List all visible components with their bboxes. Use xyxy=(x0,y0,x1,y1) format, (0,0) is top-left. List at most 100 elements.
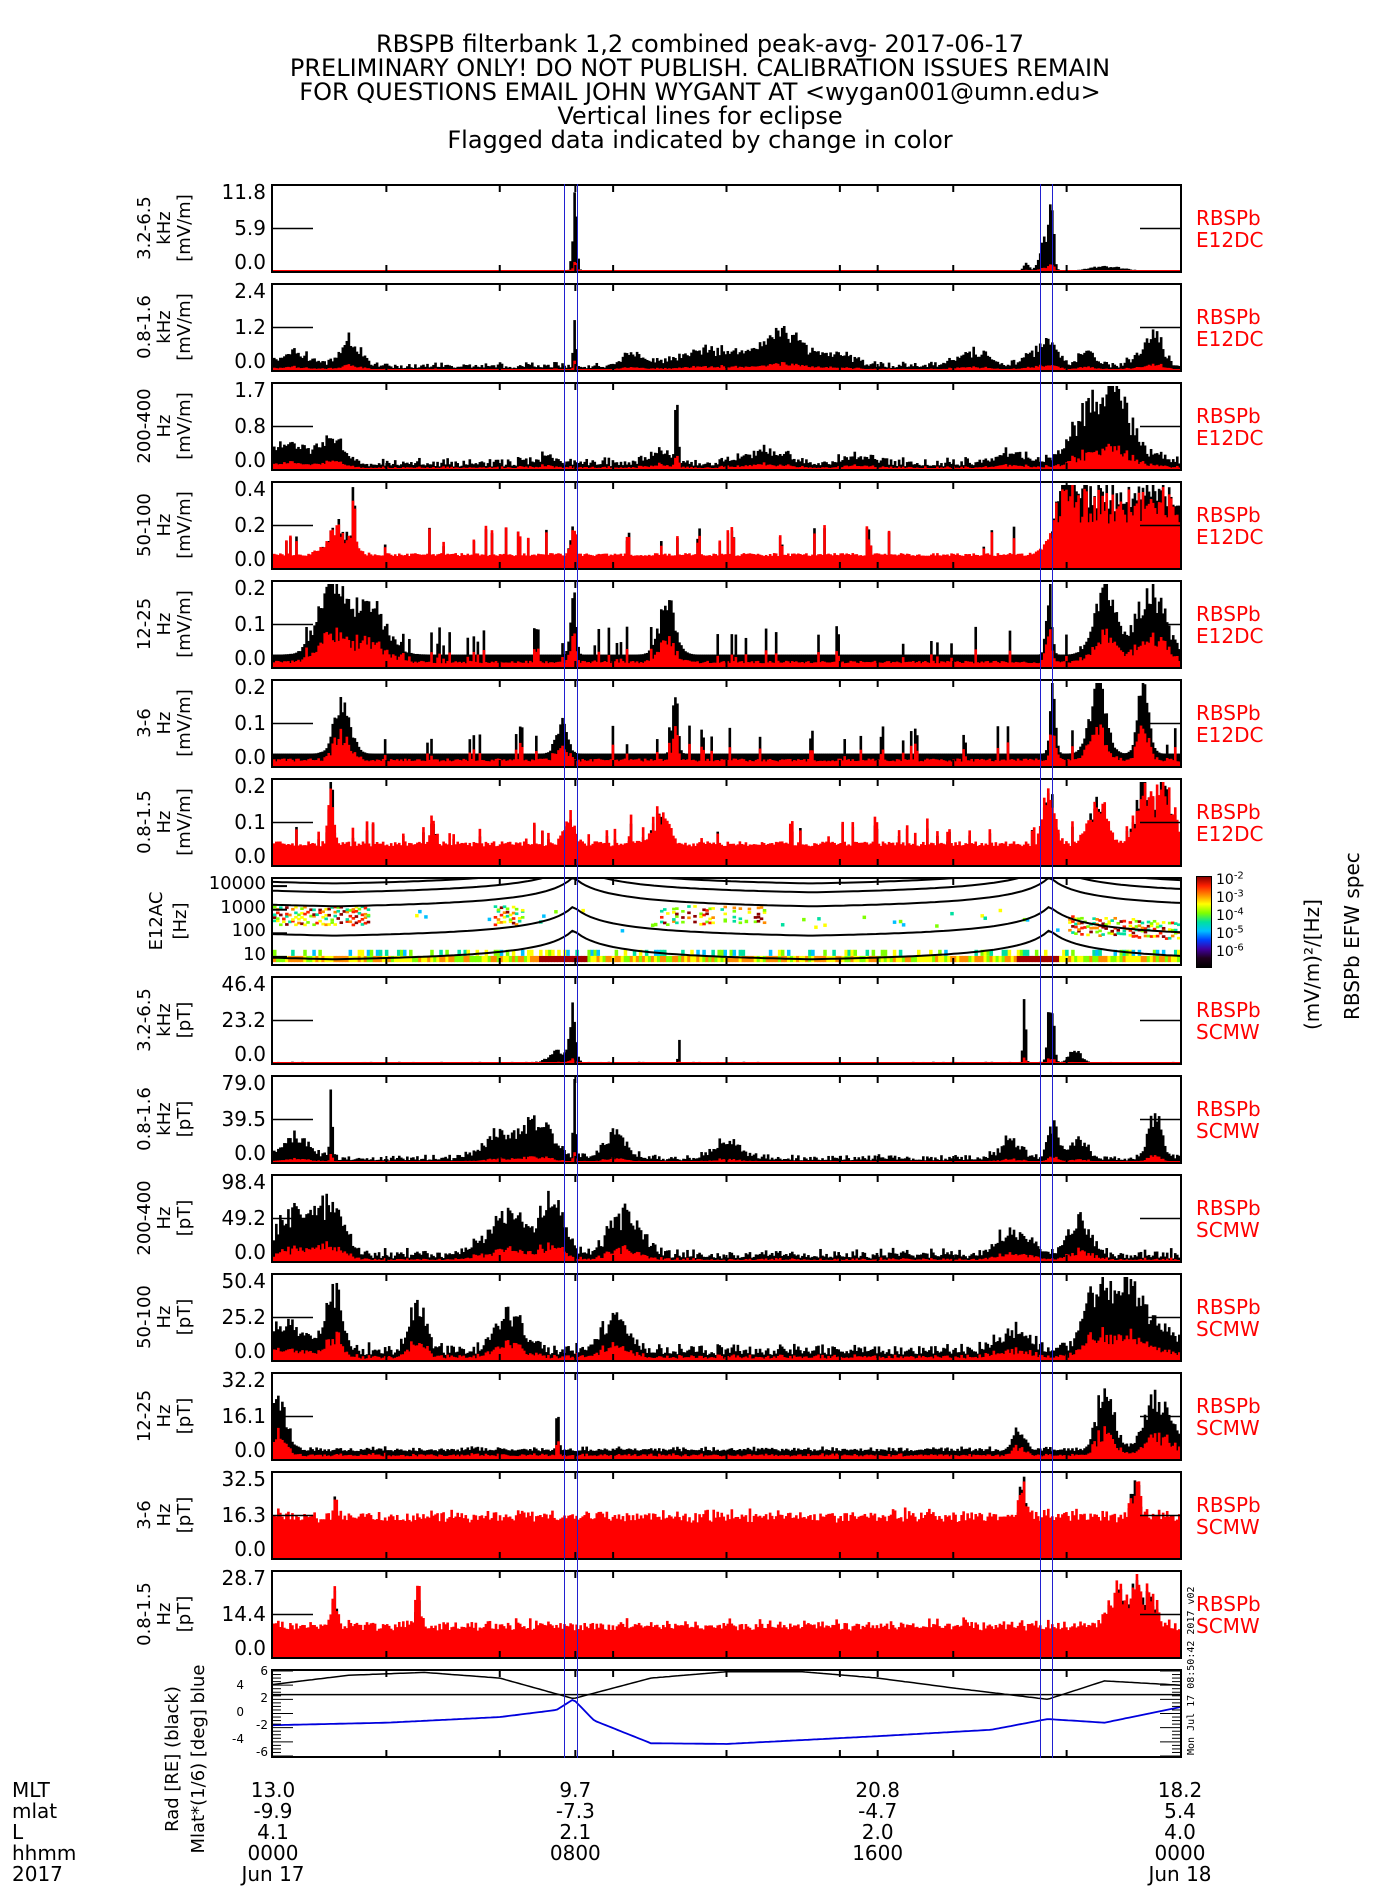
avg-series-bar xyxy=(1079,657,1082,667)
avg-series-bar xyxy=(1137,733,1141,766)
peak-series-bar xyxy=(603,753,607,766)
peak-series-bar xyxy=(325,364,329,370)
peak-series-bar xyxy=(867,458,871,469)
avg-series-bar xyxy=(520,466,524,469)
peak-series-bar xyxy=(956,654,959,667)
peak-series-bar xyxy=(412,464,415,469)
avg-series-bar xyxy=(1024,662,1028,667)
avg-series-bar xyxy=(454,661,458,667)
avg-series-bar xyxy=(784,465,788,469)
avg-series-bar xyxy=(464,759,468,766)
avg-series-bar xyxy=(347,364,351,370)
peak-series-bar xyxy=(627,654,631,667)
peak-series-bar xyxy=(1018,451,1022,469)
peak-series-bar xyxy=(1008,453,1012,469)
peak-series-bar xyxy=(1079,646,1082,667)
avg-series-bar xyxy=(1026,554,1030,568)
peak-series-bar xyxy=(472,464,476,469)
peak-series-bar xyxy=(861,359,865,370)
peak-series-bar xyxy=(793,334,796,370)
peak-series-bar xyxy=(770,654,774,667)
peak-series-bar xyxy=(277,360,280,370)
avg-series-bar xyxy=(408,555,411,568)
avg-series-bar xyxy=(823,760,826,766)
peak-series-bar xyxy=(355,459,359,469)
avg-series-bar xyxy=(686,660,689,667)
avg-series-bar xyxy=(998,465,1002,469)
avg-series-bar xyxy=(893,761,897,766)
avg-series-bar xyxy=(942,554,945,568)
avg-series-bar xyxy=(782,662,786,667)
peak-series-bar xyxy=(811,347,814,370)
peak-series-bar xyxy=(508,461,512,469)
avg-series-bar xyxy=(426,553,429,568)
avg-series-bar xyxy=(1135,459,1139,469)
avg-series-bar xyxy=(502,662,506,667)
avg-series-bar xyxy=(849,465,853,469)
avg-series-bar xyxy=(978,759,982,766)
avg-series-bar xyxy=(530,554,534,568)
peak-series-bar xyxy=(845,457,849,469)
avg-series-bar xyxy=(635,759,639,766)
peak-series-bar xyxy=(476,464,480,469)
peak-series-bar xyxy=(655,453,659,469)
avg-series-bar xyxy=(1119,650,1123,667)
avg-series-bar xyxy=(1155,365,1159,370)
avg-series-bar xyxy=(367,637,371,667)
peak-series-bar xyxy=(958,465,961,469)
peak-series-bar xyxy=(698,350,701,370)
peak-series-bar xyxy=(672,356,675,370)
avg-series-bar xyxy=(942,661,945,667)
peak-series-bar xyxy=(603,367,607,370)
peak-series-bar xyxy=(613,364,617,370)
avg-series-bar xyxy=(464,555,468,568)
peak-series-bar xyxy=(718,459,722,469)
avg-series-bar xyxy=(1153,465,1157,469)
peak-series-bar xyxy=(442,366,445,370)
avg-series-bar xyxy=(831,661,834,667)
peak-series-bar xyxy=(1024,262,1028,271)
avg-series-bar xyxy=(1000,759,1004,766)
avg-series-bar xyxy=(1091,521,1094,568)
peak-series-bar xyxy=(682,354,685,370)
avg-series-bar xyxy=(476,553,480,568)
avg-series-bar xyxy=(827,662,830,667)
avg-series-bar xyxy=(909,745,913,766)
avg-series-bar xyxy=(1127,460,1131,469)
peak-series-bar xyxy=(506,367,510,370)
peak-series-bar xyxy=(966,753,969,766)
peak-series-bar xyxy=(857,357,861,370)
avg-series-bar xyxy=(857,555,861,568)
peak-series-bar xyxy=(512,367,516,370)
avg-series-bar xyxy=(873,660,877,667)
avg-series-bar xyxy=(718,466,722,469)
peak-series-bar xyxy=(728,461,732,469)
avg-series-bar xyxy=(1073,457,1076,469)
peak-series-bar xyxy=(1089,412,1092,469)
avg-series-bar xyxy=(984,366,988,370)
avg-series-bar xyxy=(1147,642,1151,667)
peak-series-bar xyxy=(311,635,314,667)
peak-series-bar xyxy=(1087,397,1090,469)
peak-series-bar xyxy=(617,654,621,667)
peak-series-bar xyxy=(367,601,371,667)
peak-series-bar xyxy=(863,753,867,766)
avg-series-bar xyxy=(367,761,371,766)
peak-series-bar xyxy=(567,461,570,469)
peak-series-bar xyxy=(585,753,589,766)
avg-series-bar xyxy=(1169,654,1173,667)
peak-series-bar xyxy=(861,459,865,469)
avg-series-bar xyxy=(1159,637,1163,667)
peak-series-bar xyxy=(684,651,687,667)
peak-series-bar xyxy=(399,641,403,667)
avg-series-bar xyxy=(273,553,276,568)
peak-series-bar xyxy=(722,461,726,469)
avg-series-bar xyxy=(1119,501,1123,568)
peak-series-bar xyxy=(764,451,768,469)
peak-series-bar xyxy=(311,449,314,469)
avg-series-bar xyxy=(613,760,617,766)
peak-series-bar xyxy=(696,351,699,370)
avg-series-bar xyxy=(633,367,637,370)
peak-series-bar xyxy=(676,404,679,469)
peak-series-bar xyxy=(994,361,998,370)
